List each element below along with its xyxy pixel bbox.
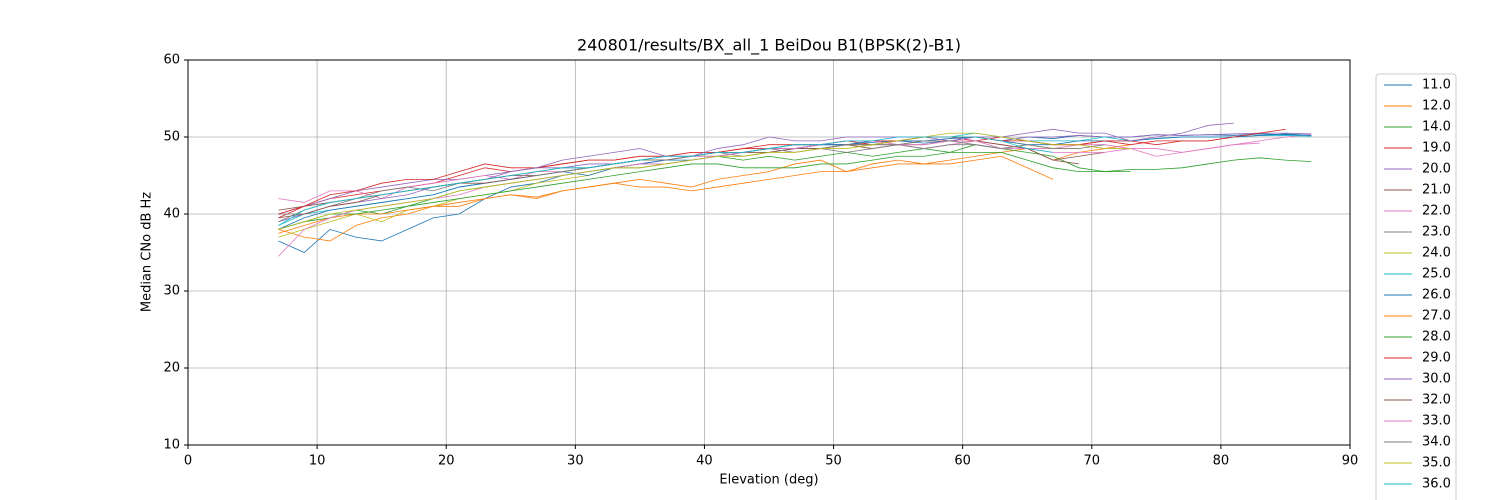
y-axis-label: Median CNo dB Hz [140, 192, 155, 312]
x-tick-label: 20 [438, 454, 455, 469]
series-line [278, 144, 1131, 242]
legend-label: 28.0 [1422, 330, 1451, 345]
legend-label: 12.0 [1422, 99, 1451, 114]
y-tick-label: 30 [163, 284, 180, 299]
legend-box [1375, 73, 1457, 500]
series-line [278, 152, 1312, 230]
legend-label: 33.0 [1422, 414, 1451, 429]
series-line [278, 122, 1234, 223]
x-tick-label: 0 [184, 454, 192, 469]
y-tick-label: 20 [163, 361, 180, 376]
y-tick-label: 60 [163, 53, 180, 68]
legend-label: 35.0 [1422, 456, 1451, 471]
x-tick-label: 90 [1342, 454, 1359, 469]
series-line [278, 155, 1054, 234]
series-line [278, 144, 1028, 215]
legend-label: 29.0 [1422, 351, 1451, 366]
series-line [278, 132, 1312, 215]
legend-label: 32.0 [1422, 393, 1451, 408]
plot-frame [187, 59, 1351, 446]
x-tick-label: 70 [1084, 454, 1101, 469]
x-tick-label: 80 [1213, 454, 1230, 469]
legend-label: 20.0 [1422, 162, 1451, 177]
legend-label: 23.0 [1422, 225, 1451, 240]
legend-label: 14.0 [1422, 120, 1451, 135]
series-line [278, 132, 1131, 230]
legend-label: 26.0 [1422, 288, 1451, 303]
series-line [278, 128, 1286, 215]
legend-label: 30.0 [1422, 372, 1451, 387]
legend-label: 22.0 [1422, 204, 1451, 219]
series-line [278, 136, 1054, 226]
y-tick-label: 10 [163, 438, 180, 453]
legend-label: 19.0 [1422, 141, 1451, 156]
legend-label: 21.0 [1422, 183, 1451, 198]
x-tick-label: 10 [309, 454, 326, 469]
x-axis-label: Elevation (deg) [719, 473, 818, 488]
legend-label: 34.0 [1422, 435, 1451, 450]
legend-label: 36.0 [1422, 477, 1451, 492]
y-tick-label: 50 [163, 130, 180, 145]
legend-label: 24.0 [1422, 246, 1451, 261]
x-tick-label: 30 [567, 454, 584, 469]
series-line [278, 133, 1312, 253]
legend-label: 25.0 [1422, 267, 1451, 282]
x-tick-label: 50 [825, 454, 842, 469]
series-line [278, 140, 1260, 257]
legend-label: 27.0 [1422, 309, 1451, 324]
legend: 11.0 12.0 14.0 19.0 20.0 21.0 22.0 23.0 24.0 25.0… [1375, 73, 1457, 500]
series-line [278, 140, 1105, 223]
y-tick-label: 40 [163, 207, 180, 222]
x-tick-label: 60 [954, 454, 971, 469]
legend-label: 11.0 [1422, 78, 1451, 93]
chart-title: 240801/results/BX_all_1 BeiDou B1(BPSK(2… [577, 36, 961, 56]
x-tick-label: 40 [696, 454, 713, 469]
